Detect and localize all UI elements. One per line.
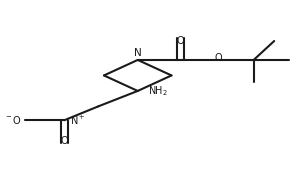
Text: N: N: [134, 48, 142, 58]
Text: O: O: [215, 52, 222, 62]
Text: O: O: [176, 36, 184, 46]
Text: NH$_2$: NH$_2$: [148, 84, 168, 98]
Text: N$^+$: N$^+$: [70, 114, 85, 127]
Text: O: O: [60, 136, 68, 146]
Text: $^-$O: $^-$O: [5, 114, 22, 126]
